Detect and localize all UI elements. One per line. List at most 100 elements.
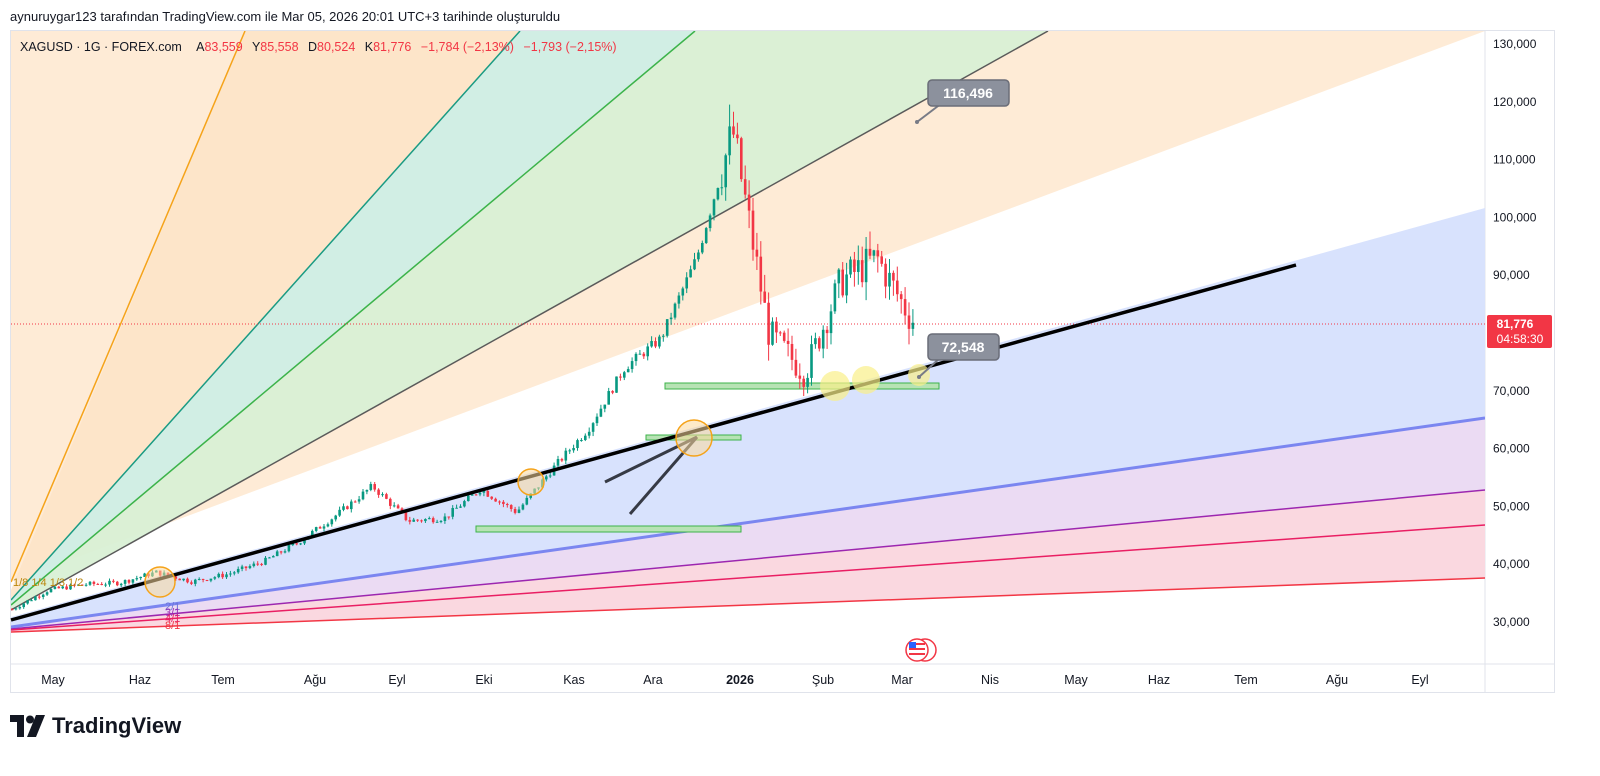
symbol-legend[interactable]: XAGUSD · 1G · FOREX.com A83,559 Y85,558 … [20, 40, 623, 54]
candle-body[interactable] [509, 505, 513, 509]
candle-body[interactable] [658, 336, 661, 347]
candle-body[interactable] [240, 566, 244, 569]
candle-body[interactable] [572, 448, 575, 451]
candle-body[interactable] [201, 578, 205, 580]
candle-body[interactable] [385, 494, 388, 499]
candle-body[interactable] [580, 440, 583, 442]
candle-body[interactable] [521, 504, 525, 510]
candle-body[interactable] [903, 299, 907, 316]
candle-body[interactable] [736, 134, 739, 139]
candle-body[interactable] [821, 329, 825, 349]
candle-body[interactable] [506, 504, 509, 506]
candle-body[interactable] [268, 557, 271, 559]
candle-body[interactable] [404, 512, 408, 521]
candle-body[interactable] [322, 526, 326, 529]
candle-body[interactable] [474, 494, 478, 496]
candle-body[interactable] [197, 578, 201, 580]
candle-body[interactable] [392, 505, 396, 507]
chart-frame[interactable] [10, 30, 1555, 693]
candle-body[interactable] [96, 583, 100, 585]
candle-body[interactable] [135, 578, 139, 580]
candle-body[interactable] [248, 566, 252, 569]
candle-body[interactable] [92, 581, 96, 584]
support-zone-3[interactable] [664, 382, 940, 390]
candle-body[interactable] [373, 484, 376, 490]
candle-body[interactable] [665, 319, 669, 336]
candle-body[interactable] [342, 506, 345, 510]
candle-body[interactable] [829, 311, 833, 334]
candle-body[interactable] [634, 353, 638, 362]
candle-body[interactable] [857, 260, 860, 272]
gann-fan[interactable] [11, 31, 1485, 633]
candle-body[interactable] [34, 596, 37, 601]
candle-body[interactable] [837, 269, 841, 284]
symbol-name[interactable]: XAGUSD · 1G · FOREX.com [20, 40, 182, 54]
candle-body[interactable] [704, 228, 708, 244]
candle-body[interactable] [693, 259, 696, 270]
candle-body[interactable] [845, 274, 848, 296]
candle-body[interactable] [818, 338, 821, 349]
candle-body[interactable] [84, 584, 88, 586]
candle-body[interactable] [112, 580, 115, 582]
candle-body[interactable] [424, 519, 427, 522]
candle-body[interactable] [591, 423, 595, 432]
candle-body[interactable] [771, 321, 774, 345]
candle-body[interactable] [701, 243, 704, 253]
candle-body[interactable] [673, 303, 677, 318]
candle-body[interactable] [69, 584, 72, 590]
candle-body[interactable] [439, 520, 443, 522]
candle-body[interactable] [123, 580, 127, 584]
candle-body[interactable] [127, 580, 131, 583]
candle-body[interactable] [619, 376, 622, 378]
candle-body[interactable] [272, 556, 275, 558]
candle-body[interactable] [291, 543, 295, 546]
candle-body[interactable] [213, 577, 217, 579]
candle-body[interactable] [14, 608, 18, 610]
candle-body[interactable] [49, 588, 53, 593]
candle-body[interactable] [716, 188, 720, 200]
candle-body[interactable] [365, 489, 369, 492]
candle-body[interactable] [369, 484, 373, 490]
candle-body[interactable] [868, 248, 872, 256]
candle-body[interactable] [233, 572, 236, 574]
candle-body[interactable] [252, 563, 256, 567]
candle-body[interactable] [576, 440, 579, 449]
candle-body[interactable] [498, 501, 501, 503]
candle-body[interactable] [350, 501, 353, 510]
candle-body[interactable] [451, 507, 454, 517]
candle-body[interactable] [435, 521, 439, 523]
candle-body[interactable] [11, 609, 14, 611]
support-zone-1[interactable] [475, 525, 742, 533]
candle-body[interactable] [568, 450, 571, 452]
candle-body[interactable] [892, 272, 895, 281]
candle-body[interactable] [318, 527, 322, 529]
candle-body[interactable] [740, 138, 743, 180]
candle-body[interactable] [911, 322, 915, 329]
candle-body[interactable] [728, 126, 731, 156]
candle-body[interactable] [396, 505, 400, 509]
candle-body[interactable] [907, 315, 911, 329]
candle-body[interactable] [30, 600, 33, 602]
candle-body[interactable] [275, 551, 279, 557]
candle-body[interactable] [389, 498, 392, 506]
candle-body[interactable] [381, 494, 384, 496]
candle-body[interactable] [732, 126, 735, 135]
candle-body[interactable] [104, 584, 107, 586]
candle-body[interactable] [116, 581, 119, 586]
candle-body[interactable] [853, 259, 856, 272]
candle-body[interactable] [638, 353, 642, 355]
candle-body[interactable] [603, 404, 607, 409]
candle-body[interactable] [806, 377, 809, 387]
candle-body[interactable] [513, 508, 517, 513]
candle-body[interactable] [65, 586, 68, 590]
candle-body[interactable] [482, 490, 486, 493]
candle-body[interactable] [174, 576, 178, 579]
candle-body[interactable] [428, 518, 431, 520]
candle-body[interactable] [720, 187, 724, 189]
price-chart[interactable]: 116,496 72,548 1/8 1/4 1/3 1/2 2/1 3/1 4… [0, 0, 1600, 700]
candle-body[interactable] [880, 256, 883, 264]
candle-body[interactable] [494, 498, 497, 502]
candle-body[interactable] [478, 492, 482, 495]
candle-body[interactable] [525, 497, 529, 505]
candle-body[interactable] [53, 586, 57, 589]
